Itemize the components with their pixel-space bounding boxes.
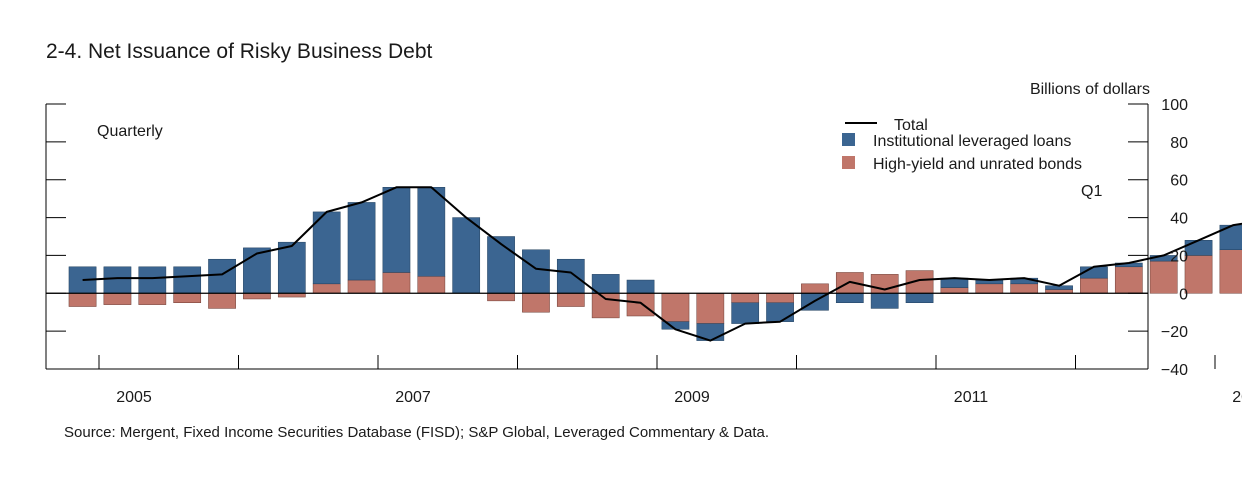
bond-bar [940,287,969,294]
bond-bar [522,293,550,313]
bond-bar [731,293,760,303]
total-line [82,186,1242,342]
total-line-layer [82,186,1242,342]
bond-bar [312,283,341,294]
bond-bar [1114,266,1143,294]
y-tick-label: −20 [1161,324,1188,341]
x-tick-label: 2013 [1232,389,1242,406]
plot-frame [45,104,1149,370]
legend-bonds-label: High-yield and unrated bonds [873,156,1082,173]
legend-loans-swatch [842,133,855,146]
bond-bar [1149,260,1178,294]
loan-bar [835,293,864,303]
bond-bar [103,293,132,305]
bond-bar [1080,277,1108,294]
loan-bar [766,302,794,322]
bond-bar [1184,255,1213,294]
bond-bar [68,293,97,307]
loan-bar [591,274,620,294]
x-tick-label: 2009 [674,389,710,406]
bond-bar [1010,283,1039,294]
loan-bar [452,217,481,294]
bars-layer [68,187,1242,341]
loan-bar [626,279,655,294]
chart-source: Source: Mergent, Fixed Income Securities… [64,424,770,441]
x-tick-label: 2011 [954,389,989,406]
y-tick-label: 20 [1170,248,1188,265]
y-axis-label: Billions of dollars [1030,81,1150,98]
y-tick-label: 60 [1170,173,1188,190]
bond-bar [661,293,690,322]
legend-total-label: Total [894,117,928,134]
loan-bar [870,293,899,309]
loan-bar [487,236,515,294]
axis-layer: −40−200204060801002005200720092011201320… [46,97,1242,406]
loan-bar [312,211,341,285]
bond-bar [173,293,202,303]
loan-bar [417,187,446,277]
loan-bar [208,258,236,294]
x-tick-label: 2005 [116,389,152,406]
loan-bar [173,266,202,294]
loan-bar [138,266,167,294]
loan-bar [1184,240,1213,256]
bond-bar [696,293,725,324]
loan-bar [103,266,132,294]
chart-title: 2-4. Net Issuance of Risky Business Debt [46,40,433,63]
bond-bar [138,293,167,305]
bond-bar [1219,249,1242,294]
loan-bar [556,258,585,294]
bond-bar [626,293,655,317]
loan-bar [382,187,411,273]
y-tick-label: −40 [1161,362,1188,379]
bond-bar [347,279,376,294]
y-tick-label: 80 [1170,135,1188,152]
frequency-label: Quarterly [97,123,163,140]
bond-bar [417,276,446,294]
bond-bar [556,293,585,307]
loan-bar [731,302,760,324]
bond-bar [766,293,794,303]
x-tick-label: 2007 [395,389,431,406]
bond-bar [801,283,829,294]
bond-bar [487,293,515,302]
bond-bar [243,293,271,300]
legend: Total Institutional leveraged loans High… [842,117,1082,173]
loan-bar [347,202,376,281]
legend-loans-label: Institutional leveraged loans [873,133,1071,150]
bond-bar [382,272,411,294]
loan-bar [277,241,306,294]
bond-bar [591,293,620,319]
bond-bar [975,283,1004,294]
bond-bar [208,293,236,309]
y-tick-label: 100 [1161,97,1188,114]
y-tick-label: 40 [1170,211,1188,228]
loan-bar [905,293,934,303]
loan-bar [243,247,271,294]
loan-bar [522,249,550,294]
y-tick-label: 0 [1179,286,1188,303]
q1-annotation: Q1 [1081,183,1102,200]
legend-bonds-swatch [842,156,855,169]
